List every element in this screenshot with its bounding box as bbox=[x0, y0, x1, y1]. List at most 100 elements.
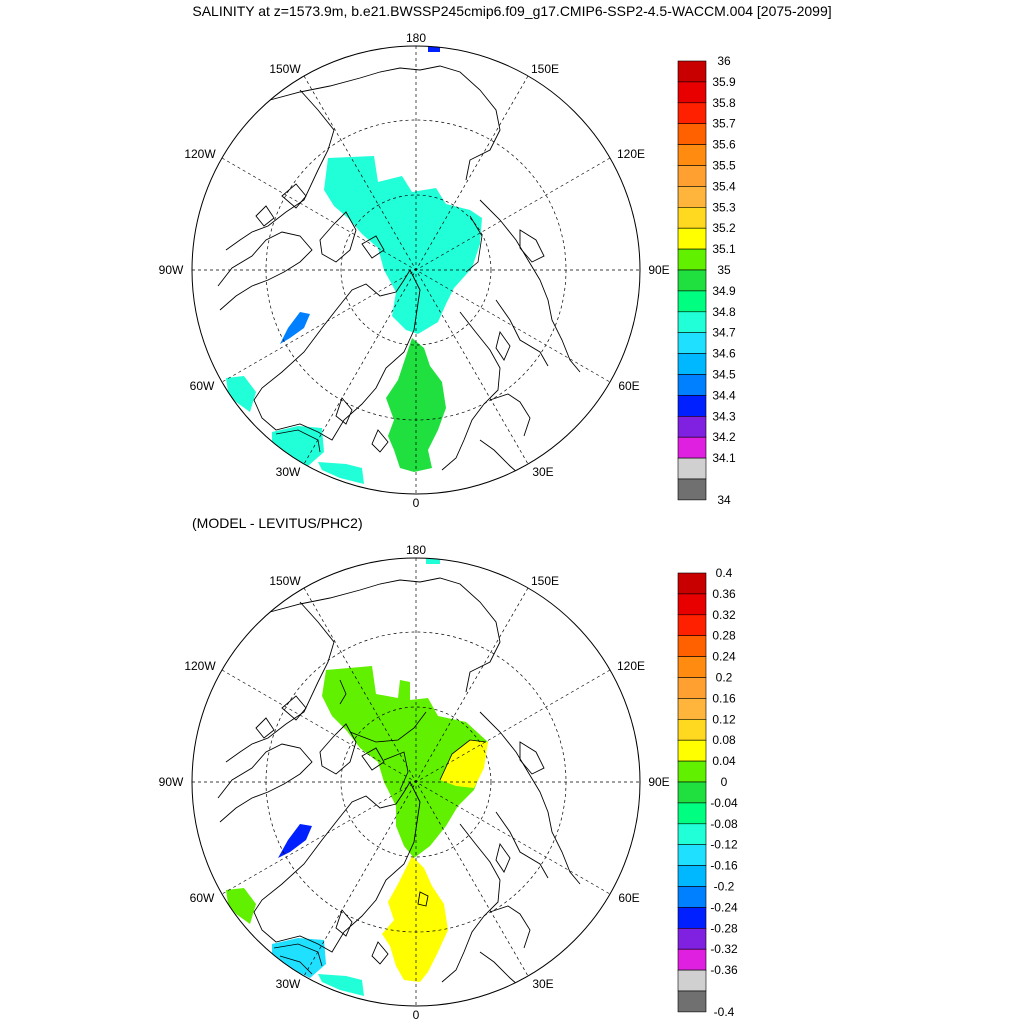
bottom-colorbar-tick-label: -0.2 bbox=[714, 880, 735, 894]
bottom-colorbar-swatch bbox=[677, 656, 707, 678]
top-colorbar-swatch bbox=[677, 311, 707, 333]
bottom-bering-field bbox=[426, 558, 440, 564]
top-colorbar-tick-label: 34.8 bbox=[712, 305, 736, 319]
top-colorbar-tick-label: 34.1 bbox=[712, 451, 736, 465]
bottom-labrador-field bbox=[226, 888, 256, 924]
top-colorbar-swatch bbox=[677, 165, 707, 187]
top-lon-label-60w: 60W bbox=[190, 379, 215, 393]
bottom-atlantic-yellow bbox=[382, 856, 448, 982]
top-colorbar-tick-label: 34.3 bbox=[712, 409, 736, 423]
bottom-lon-label-90e: 90E bbox=[648, 775, 669, 789]
bottom-colorbar-tick-label: -0.08 bbox=[710, 817, 738, 831]
top-labrador-field bbox=[226, 376, 256, 412]
bottom-lon-label-60e: 60E bbox=[618, 891, 639, 905]
top-colorbar-swatch bbox=[677, 144, 707, 166]
top-lon-label-150w: 150W bbox=[269, 62, 301, 76]
top-colorbar-swatch bbox=[677, 332, 707, 354]
top-colorbar-swatch bbox=[677, 207, 707, 229]
top-colorbar-tick-label: 34.6 bbox=[712, 347, 736, 361]
top-atlantic-field bbox=[386, 338, 446, 472]
bottom-colorbar-swatch bbox=[677, 718, 707, 741]
bottom-lon-label-150e: 150E bbox=[531, 574, 559, 588]
bottom-colorbar-tick-label: -0.36 bbox=[710, 963, 738, 977]
top-colorbar-swatch bbox=[677, 123, 707, 145]
top-contours bbox=[275, 215, 483, 453]
top-arctic-field bbox=[324, 156, 482, 334]
top-colorbar-swatch bbox=[677, 269, 707, 292]
bottom-colorbar-tick-label: 0.36 bbox=[712, 587, 736, 601]
bottom-lon-label-30e: 30E bbox=[532, 977, 553, 991]
bottom-colorbar-tick-label: -0.32 bbox=[710, 942, 738, 956]
top-colorbar-tick-label: 34.4 bbox=[712, 388, 736, 402]
top-colorbar-swatch bbox=[677, 248, 707, 271]
top-colorbar: 36 35.9 35.8 35.7 35.6 35.5 35.4 35.3 35.2 35.1 35… bbox=[677, 54, 736, 507]
bottom-contours bbox=[273, 679, 487, 975]
bottom-lon-label-90w: 90W bbox=[159, 775, 184, 789]
bottom-lon-label-120w: 120W bbox=[184, 659, 216, 673]
top-colorbar-swatch bbox=[677, 227, 707, 250]
bottom-coastlines bbox=[217, 577, 581, 993]
bottom-colorbar-swatch bbox=[677, 593, 707, 616]
bottom-lon-label-120e: 120E bbox=[617, 659, 645, 673]
top-colorbar-tick-label: 34 bbox=[717, 493, 731, 507]
bottom-colorbar-swatch bbox=[677, 823, 707, 845]
bottom-colorbar-tick-label: -0.16 bbox=[710, 859, 738, 873]
bottom-irminger-field bbox=[272, 938, 326, 978]
top-lon-label-90e: 90E bbox=[648, 263, 669, 277]
bottom-colorbar-swatch bbox=[677, 886, 707, 908]
bottom-colorbar-tick-label: 0.12 bbox=[712, 712, 736, 726]
bottom-colorbar-tick-label: 0.28 bbox=[712, 629, 736, 643]
top-colorbar-tick-label: 35.6 bbox=[712, 138, 736, 152]
bottom-colorbar-swatch bbox=[677, 781, 707, 804]
top-colorbar-tick-label: 36 bbox=[717, 54, 731, 68]
bottom-colorbar-tick-label: 0.4 bbox=[716, 566, 733, 580]
figure-title: SALINITY at z=1573.9m, b.e21.BWSSP245cmi… bbox=[192, 3, 832, 19]
bottom-colorbar-swatch bbox=[677, 907, 707, 929]
top-colorbar-swatch bbox=[677, 436, 707, 459]
bottom-colorbar-swatch bbox=[677, 948, 707, 971]
bottom-arctic-field bbox=[322, 666, 488, 858]
bottom-colorbar-tick-label: -0.4 bbox=[714, 1005, 735, 1019]
top-lon-label-90w: 90W bbox=[159, 263, 184, 277]
bottom-baffin-field bbox=[278, 824, 312, 858]
bottom-colorbar-tick-label: -0.28 bbox=[710, 921, 738, 935]
bottom-colorbar-swatch bbox=[677, 990, 707, 1013]
bottom-colorbar-tick-label: -0.04 bbox=[710, 796, 738, 810]
top-lon-label-150e: 150E bbox=[531, 62, 559, 76]
bottom-colorbar-swatch bbox=[677, 927, 707, 950]
top-colorbar-swatch bbox=[677, 415, 707, 438]
bottom-lon-label-0: 0 bbox=[413, 1008, 420, 1022]
bottom-map-content bbox=[192, 558, 640, 1006]
top-lon-label-120e: 120E bbox=[617, 147, 645, 161]
bottom-colorbar-swatch bbox=[677, 739, 707, 762]
top-lon-label-0: 0 bbox=[413, 496, 420, 510]
bottom-map-border bbox=[191, 557, 641, 1007]
top-colorbar-tick-label: 35.2 bbox=[712, 221, 736, 235]
top-lon-label-120w: 120W bbox=[184, 147, 216, 161]
bottom-nordic-field bbox=[318, 974, 364, 996]
top-colorbar-tick-label: 35.1 bbox=[712, 242, 736, 256]
top-lon-label-180: 180 bbox=[406, 31, 426, 45]
bottom-colorbar-swatch bbox=[677, 572, 707, 595]
top-colorbar-tick-label: 34.9 bbox=[712, 284, 736, 298]
bottom-lon-label-60w: 60W bbox=[190, 891, 215, 905]
top-colorbar-tick-label: 35.8 bbox=[712, 96, 736, 110]
top-baffin-field bbox=[280, 312, 310, 344]
bottom-colorbar-tick-label: 0.2 bbox=[716, 671, 733, 685]
bottom-polar-map: 180 150E 120E 90E 60E 30E 0 30W 60W 90W … bbox=[159, 543, 670, 1022]
bottom-colorbar-swatch bbox=[677, 677, 707, 699]
top-colorbar-tick-label: 34.2 bbox=[712, 430, 736, 444]
bottom-colorbar-swatch bbox=[677, 698, 707, 720]
top-colorbar-swatch bbox=[677, 457, 707, 480]
bottom-colorbar-tick-label: -0.12 bbox=[710, 838, 738, 852]
bottom-colorbar-swatch bbox=[677, 614, 707, 636]
bottom-colorbar-tick-label: 0.16 bbox=[712, 691, 736, 705]
top-colorbar-swatch bbox=[677, 186, 707, 208]
bottom-colorbar-swatch bbox=[677, 760, 707, 783]
bottom-lon-label-180: 180 bbox=[406, 543, 426, 557]
bottom-colorbar-swatch bbox=[677, 865, 707, 887]
top-colorbar-tick-label: 35.3 bbox=[712, 200, 736, 214]
top-map-border bbox=[191, 45, 641, 495]
bottom-colorbar-tick-label: 0.32 bbox=[712, 608, 736, 622]
